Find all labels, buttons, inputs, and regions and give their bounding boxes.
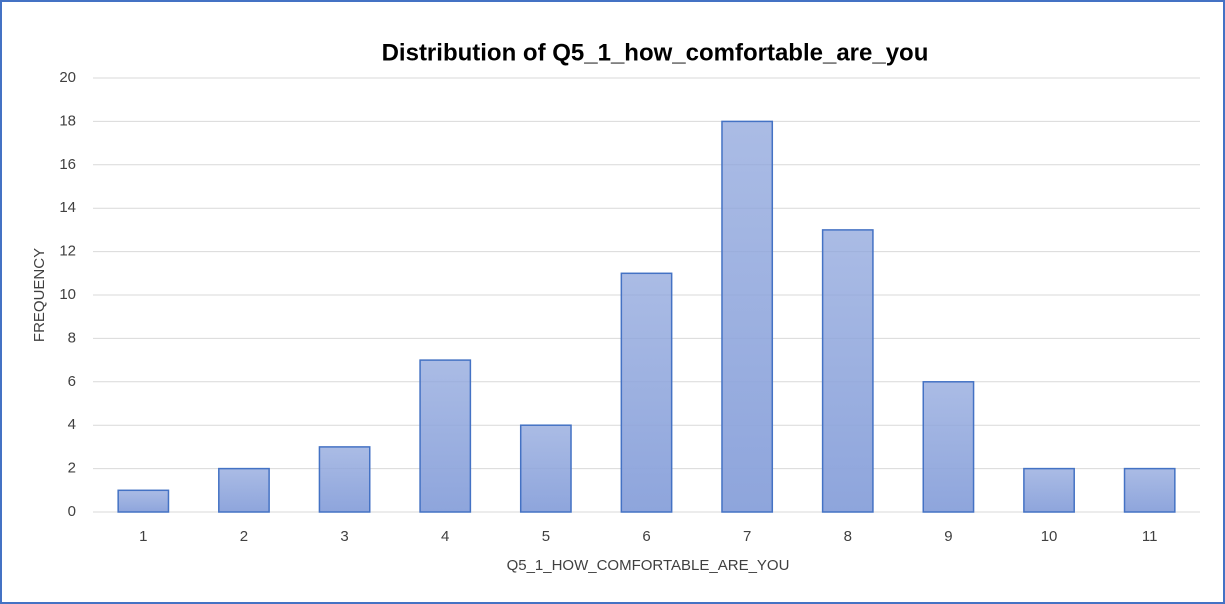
y-tick-label: 10 xyxy=(59,286,76,303)
bar xyxy=(821,229,874,513)
y-tick-label: 20 xyxy=(59,69,76,86)
x-tick-label: 8 xyxy=(844,528,852,545)
x-tick-label: 7 xyxy=(743,528,751,545)
y-tick-label: 2 xyxy=(68,460,76,477)
x-tick-label: 5 xyxy=(542,528,550,545)
y-tick-label: 6 xyxy=(68,373,76,390)
bar xyxy=(519,424,572,513)
y-tick-label: 16 xyxy=(59,156,76,173)
bar xyxy=(117,489,170,513)
bar xyxy=(721,120,774,513)
y-axis-label: FREQUENCY xyxy=(31,248,48,342)
bar xyxy=(1023,467,1075,513)
y-tick-label: 8 xyxy=(68,329,76,346)
y-tick-label: 0 xyxy=(68,503,76,520)
x-tick-label: 9 xyxy=(944,528,952,545)
bar xyxy=(218,467,270,513)
y-tick-label: 12 xyxy=(59,243,76,260)
y-tick-label: 4 xyxy=(68,416,76,433)
bar xyxy=(620,272,673,513)
bar xyxy=(922,381,975,513)
x-tick-label: 4 xyxy=(441,528,449,545)
x-tick-label: 3 xyxy=(340,528,348,545)
y-tick-label: 14 xyxy=(59,199,76,216)
x-tick-label: 6 xyxy=(642,528,650,545)
x-tick-label: 10 xyxy=(1041,528,1058,545)
bar xyxy=(318,446,371,513)
bar xyxy=(419,359,472,513)
chart-title: Distribution of Q5_1_how_comfortable_are… xyxy=(382,39,929,66)
y-tick-label: 18 xyxy=(59,112,76,129)
x-tick-label: 2 xyxy=(240,528,248,545)
x-tick-label: 11 xyxy=(1142,528,1158,545)
x-axis-label: Q5_1_HOW_COMFORTABLE_ARE_YOU xyxy=(507,557,790,574)
x-tick-label: 1 xyxy=(139,528,147,545)
bar xyxy=(1123,467,1176,513)
